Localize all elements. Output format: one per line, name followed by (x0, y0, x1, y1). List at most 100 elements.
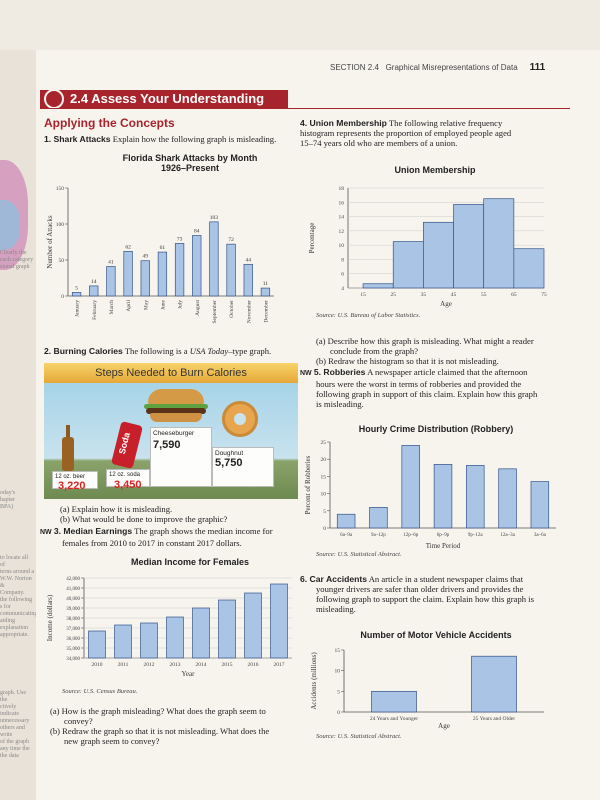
bar (466, 465, 485, 529)
histogram-bar (392, 241, 424, 289)
x-tick-label: April (126, 300, 132, 312)
data-label: 49 (143, 254, 149, 260)
x-tick-label: 75 (541, 292, 547, 298)
accidents-source: Source: U.S. Statistical Abstract. (316, 733, 402, 740)
y-tick-label: 0 (61, 294, 64, 300)
histogram-bar (483, 198, 515, 289)
bar (140, 260, 150, 297)
doughnut-icon (222, 401, 258, 437)
data-label: 5 (75, 285, 78, 291)
shark-chart-title: Florida Shark Attacks by Month 1926–Prese… (122, 153, 258, 173)
data-label: 41 (108, 259, 114, 265)
previous-page-edge: Clearly the each category sional graph oda… (0, 50, 36, 800)
bar (192, 235, 202, 297)
y-tick-label: 0 (323, 526, 326, 532)
y-axis-label: Percent of Robberies (304, 455, 312, 514)
data-label: 11 (263, 281, 269, 287)
x-tick-label: 2014 (196, 662, 207, 668)
soda-value: 3,450 (114, 479, 142, 491)
data-label: 103 (210, 215, 219, 221)
margin-fragments-lower: to locate all of terns around a W.W. Norto… (0, 555, 36, 638)
y-tick-label: 10 (321, 492, 327, 498)
data-label: 72 (228, 237, 234, 243)
bar (71, 292, 82, 297)
x-tick-label: 2016 (248, 662, 259, 668)
pie-chart-fragment-2 (0, 200, 20, 250)
soda-can-icon: Soda (111, 420, 143, 470)
bar (226, 243, 236, 297)
median-income-chart: 34,000 35,000 36,000 37,000 38,000 39,000 40,0… (46, 577, 292, 678)
x-tick-label: 9p–12a (468, 533, 484, 538)
y-tick-label: 20 (321, 457, 327, 463)
y-axis-label: Accidents (millions) (310, 652, 318, 710)
y-tick-label: 37,000 (66, 627, 80, 632)
union-chart-title: Union Membership (394, 165, 476, 175)
y-tick-label: 15 (335, 648, 341, 654)
income-source: Source: U.S. Census Bureau. (62, 688, 138, 695)
question-2: 2. Burning Calories The following is a U… (44, 346, 272, 356)
y-tick-label: 15 (321, 474, 327, 480)
x-axis-label: Year (182, 670, 196, 678)
margin-fragments-top: Clearly the each category sional graph (0, 250, 34, 270)
bar (157, 251, 168, 297)
burger-icon (144, 389, 208, 423)
bar (209, 221, 219, 297)
beer-bottle-icon (62, 425, 74, 471)
question-4a: (a) Describe how this graph is misleadin… (316, 336, 534, 356)
y-tick-label: 16 (339, 200, 345, 206)
y-tick-label: 4 (341, 286, 344, 292)
beer-value: 3,220 (58, 480, 86, 492)
x-tick-label: 35 (421, 292, 427, 298)
bar (270, 583, 288, 659)
question-5: NW 5. Robberies A newspaper article clai… (300, 367, 538, 409)
question-3: NW 3. Median Earnings The graph shows th… (40, 526, 273, 548)
bar (106, 266, 116, 297)
vehicle-accidents-chart: 0 5 10 15 Accidents (millions) 24 Years and Y… (310, 648, 544, 730)
bar (244, 592, 262, 659)
bar (174, 243, 185, 297)
histogram-bar (362, 283, 394, 289)
question-4b: (b) Redraw the histogram so that it is n… (316, 356, 499, 366)
data-label: 73 (177, 236, 183, 242)
bar (89, 285, 99, 297)
histogram-bar (513, 248, 545, 289)
x-tick-label: 2015 (222, 662, 233, 668)
x-tick-label: 2011 (118, 662, 129, 668)
calories-infographic: Steps Needed to Burn Calories Soda Chees… (44, 363, 298, 499)
bar (123, 251, 133, 297)
x-tick-label: 2012 (144, 662, 155, 668)
y-tick-label: 50 (59, 258, 65, 264)
y-tick-label: 25 (321, 440, 327, 446)
bar (401, 445, 420, 529)
y-tick-label: 36,000 (66, 637, 80, 642)
y-axis-label: Percentage (308, 223, 316, 254)
bar (192, 607, 210, 659)
section-badge-icon (44, 89, 64, 109)
x-tick-label: December (263, 300, 269, 323)
question-3a: (a) How is the graph misleading? What do… (50, 706, 266, 726)
x-tick-label: 12a–3a (500, 533, 515, 538)
y-tick-label: 18 (339, 186, 345, 192)
infographic-title: Steps Needed to Burn Calories (44, 363, 298, 383)
income-chart-title: Median Income for Females (130, 557, 250, 567)
y-tick-label: 8 (341, 257, 344, 263)
bar (369, 507, 388, 529)
bar (433, 464, 453, 529)
histogram-bar (423, 221, 454, 289)
bar (243, 263, 253, 297)
x-tick-label: 12p–6p (403, 533, 419, 538)
x-tick-label: 2010 (92, 662, 103, 668)
crime-chart-title: Hourly Crime Distribution (Robbery) (358, 424, 514, 434)
x-tick-label: 6p–9p (437, 533, 450, 538)
bar (218, 599, 236, 659)
y-tick-label: 0 (337, 710, 340, 716)
y-axis-label: Income (dollars) (46, 594, 54, 641)
bar (114, 624, 132, 659)
union-source: Source: U.S. Bureau of Labor Statistics. (316, 312, 421, 319)
bar (166, 616, 184, 659)
page-number: 111 (529, 62, 546, 73)
union-membership-chart: 4 6 8 10 12 14 16 18 Percentage 15 25 35 45 55 65 75 Age (308, 186, 547, 308)
y-tick-label: 10 (339, 243, 345, 249)
x-tick-label: May (143, 300, 149, 310)
x-tick-label: 24 Years and Younger (370, 716, 418, 722)
